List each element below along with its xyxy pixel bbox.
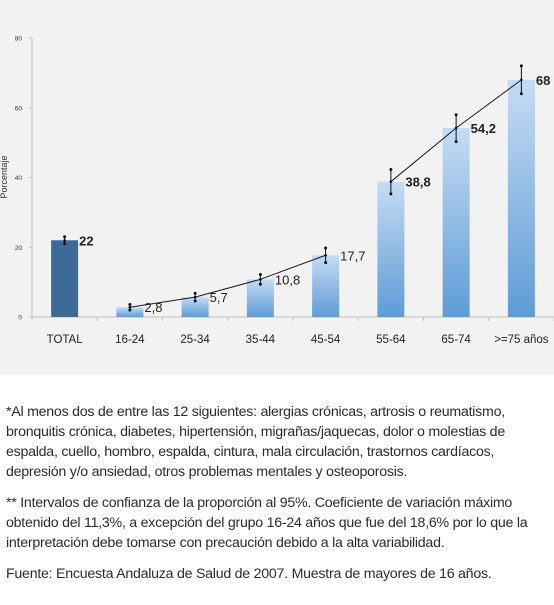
- error-cap-high: [519, 64, 523, 68]
- footnotes: *Al menos dos de entre las 12 siguientes…: [6, 402, 552, 595]
- value-label: 68: [536, 73, 550, 88]
- value-label: 5,7: [210, 290, 228, 305]
- error-cap-high: [454, 113, 458, 117]
- source-note: Fuente: Encuesta Andaluza de Salud de 20…: [6, 566, 492, 582]
- error-cap-low: [128, 308, 132, 312]
- point-marker: [324, 253, 327, 257]
- value-label: 54,2: [471, 121, 496, 136]
- point-marker: [193, 295, 197, 299]
- y-tick-label: 20: [15, 245, 23, 252]
- error-cap-high: [258, 272, 262, 276]
- category-label: 55-64: [376, 334, 406, 346]
- error-cap-low: [258, 282, 262, 286]
- point-marker: [63, 238, 66, 242]
- footnote-conditions: *Al menos dos de entre las 12 siguientes…: [6, 404, 505, 480]
- footnote-confidence-intervals: ** Intervalos de confianza de la proporc…: [6, 495, 528, 551]
- chart-panel: 0 20 40 60 80 Porcentaje 22 2,8 5,7 10,8 17,7 38,8…: [0, 0, 554, 375]
- category-label: 35-44: [246, 334, 276, 346]
- error-bars: [63, 64, 523, 312]
- bar-age-1: [116, 307, 144, 317]
- error-cap-high: [63, 235, 67, 239]
- bar-age-5: [377, 181, 405, 317]
- bar-chart: 0 20 40 60 80 Porcentaje 22 2,8 5,7 10,8 17,7 38,8…: [0, 36, 554, 346]
- point-marker: [128, 305, 132, 309]
- value-label: 38,8: [405, 175, 430, 190]
- error-cap-low: [454, 140, 458, 144]
- category-label: 45-54: [311, 334, 341, 346]
- point-marker: [454, 126, 458, 130]
- error-cap-low: [193, 299, 197, 303]
- bar-age-7: [507, 79, 535, 317]
- error-cap-high: [389, 167, 393, 171]
- labels: 22 2,8 5,7 10,8 17,7 38,8 54,2 68 TOTAL 16-24 25-3…: [47, 73, 551, 346]
- error-cap-high: [128, 302, 132, 306]
- category-label: 16-24: [115, 334, 145, 346]
- bar-total: [51, 240, 79, 317]
- category-label: TOTAL: [47, 334, 84, 346]
- value-label: 22: [79, 233, 93, 248]
- error-cap-low: [389, 192, 393, 196]
- y-tick-label: 40: [15, 175, 23, 182]
- y-tick-label: 0: [18, 315, 22, 322]
- point-marker: [520, 78, 523, 82]
- y-tick-label: 60: [15, 105, 23, 112]
- value-label: 17,7: [340, 248, 365, 263]
- category-label: 25-34: [180, 334, 210, 346]
- y-tick-label: 80: [15, 36, 23, 43]
- error-cap-high: [324, 246, 328, 250]
- value-label: 10,8: [275, 272, 300, 287]
- bar-age-2: [181, 297, 209, 317]
- error-cap-low: [63, 242, 67, 246]
- bar-age-4: [312, 255, 340, 317]
- point-marker: [389, 180, 393, 183]
- trend-line: [129, 254, 326, 308]
- point-marker: [259, 278, 262, 281]
- value-label: 2,8: [144, 300, 162, 315]
- error-cap-low: [324, 261, 328, 265]
- category-label: 65-74: [441, 334, 471, 346]
- y-axis-label: Porcentaje: [0, 155, 9, 198]
- error-cap-low: [519, 92, 523, 96]
- category-label: >=75 años: [494, 334, 549, 346]
- bar-age-6: [442, 127, 470, 317]
- bars: [51, 79, 535, 317]
- error-cap-high: [193, 291, 197, 295]
